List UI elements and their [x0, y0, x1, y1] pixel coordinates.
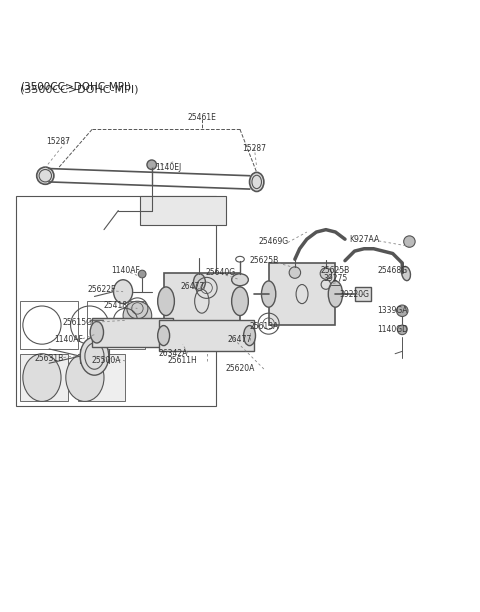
Ellipse shape	[232, 287, 248, 316]
Text: K927AA: K927AA	[349, 234, 379, 244]
Text: 25625B: 25625B	[249, 256, 278, 265]
Text: 25615G: 25615G	[63, 318, 93, 327]
Text: 39220G: 39220G	[339, 289, 370, 299]
Ellipse shape	[262, 281, 276, 307]
Text: 1140GD: 1140GD	[377, 326, 408, 334]
Bar	[159, 320, 254, 351]
Bar	[164, 272, 240, 330]
Text: 25500A: 25500A	[92, 356, 121, 365]
Circle shape	[138, 271, 146, 278]
Bar	[78, 354, 125, 401]
Ellipse shape	[193, 274, 205, 291]
Text: 15287: 15287	[47, 137, 71, 146]
Bar	[269, 263, 336, 325]
Ellipse shape	[162, 321, 175, 343]
Text: 25611H: 25611H	[168, 356, 198, 365]
Text: 39275: 39275	[324, 274, 348, 283]
Ellipse shape	[250, 173, 264, 192]
Text: (3500CC>DOHC-MPI): (3500CC>DOHC-MPI)	[21, 82, 132, 92]
Circle shape	[396, 305, 408, 316]
Text: 15287: 15287	[242, 144, 266, 153]
Ellipse shape	[66, 354, 104, 401]
Bar	[87, 301, 144, 349]
Bar	[355, 287, 371, 301]
Text: 25625B: 25625B	[321, 266, 350, 275]
Text: 25622F: 25622F	[87, 285, 116, 294]
Text: 26342A: 26342A	[158, 349, 188, 358]
Text: 26477: 26477	[228, 335, 252, 344]
Circle shape	[397, 325, 407, 335]
Ellipse shape	[243, 326, 255, 346]
Circle shape	[147, 160, 156, 170]
Text: 25461E: 25461E	[187, 113, 216, 122]
Text: 25620A: 25620A	[225, 365, 255, 373]
Bar	[16, 196, 216, 406]
Ellipse shape	[157, 326, 169, 346]
Text: 25418: 25418	[104, 302, 128, 310]
Ellipse shape	[402, 266, 410, 281]
Text: 25640G: 25640G	[206, 268, 236, 277]
Text: 25613A: 25613A	[249, 321, 278, 330]
Ellipse shape	[90, 321, 104, 343]
Ellipse shape	[328, 281, 343, 307]
Text: 25468G: 25468G	[378, 266, 408, 275]
Ellipse shape	[80, 337, 109, 375]
Circle shape	[289, 267, 300, 278]
Bar	[92, 318, 173, 346]
Ellipse shape	[114, 280, 132, 304]
Circle shape	[320, 268, 332, 279]
Ellipse shape	[232, 274, 248, 286]
Text: 25631B: 25631B	[35, 354, 64, 363]
Text: 1140AF: 1140AF	[111, 266, 140, 275]
Circle shape	[36, 167, 54, 184]
Bar	[21, 301, 78, 349]
Ellipse shape	[157, 287, 174, 316]
Circle shape	[404, 236, 415, 247]
Text: 25469G: 25469G	[258, 237, 288, 246]
Bar	[140, 196, 226, 225]
Ellipse shape	[23, 354, 61, 401]
Text: 1339GA: 1339GA	[377, 306, 408, 315]
Text: 26477: 26477	[180, 282, 204, 291]
Text: 1140EJ: 1140EJ	[156, 163, 181, 172]
Bar	[21, 354, 68, 401]
Text: (3500CC>DOHC-MPI): (3500CC>DOHC-MPI)	[21, 84, 139, 94]
Text: 1140AF: 1140AF	[54, 335, 83, 344]
Ellipse shape	[123, 301, 152, 330]
